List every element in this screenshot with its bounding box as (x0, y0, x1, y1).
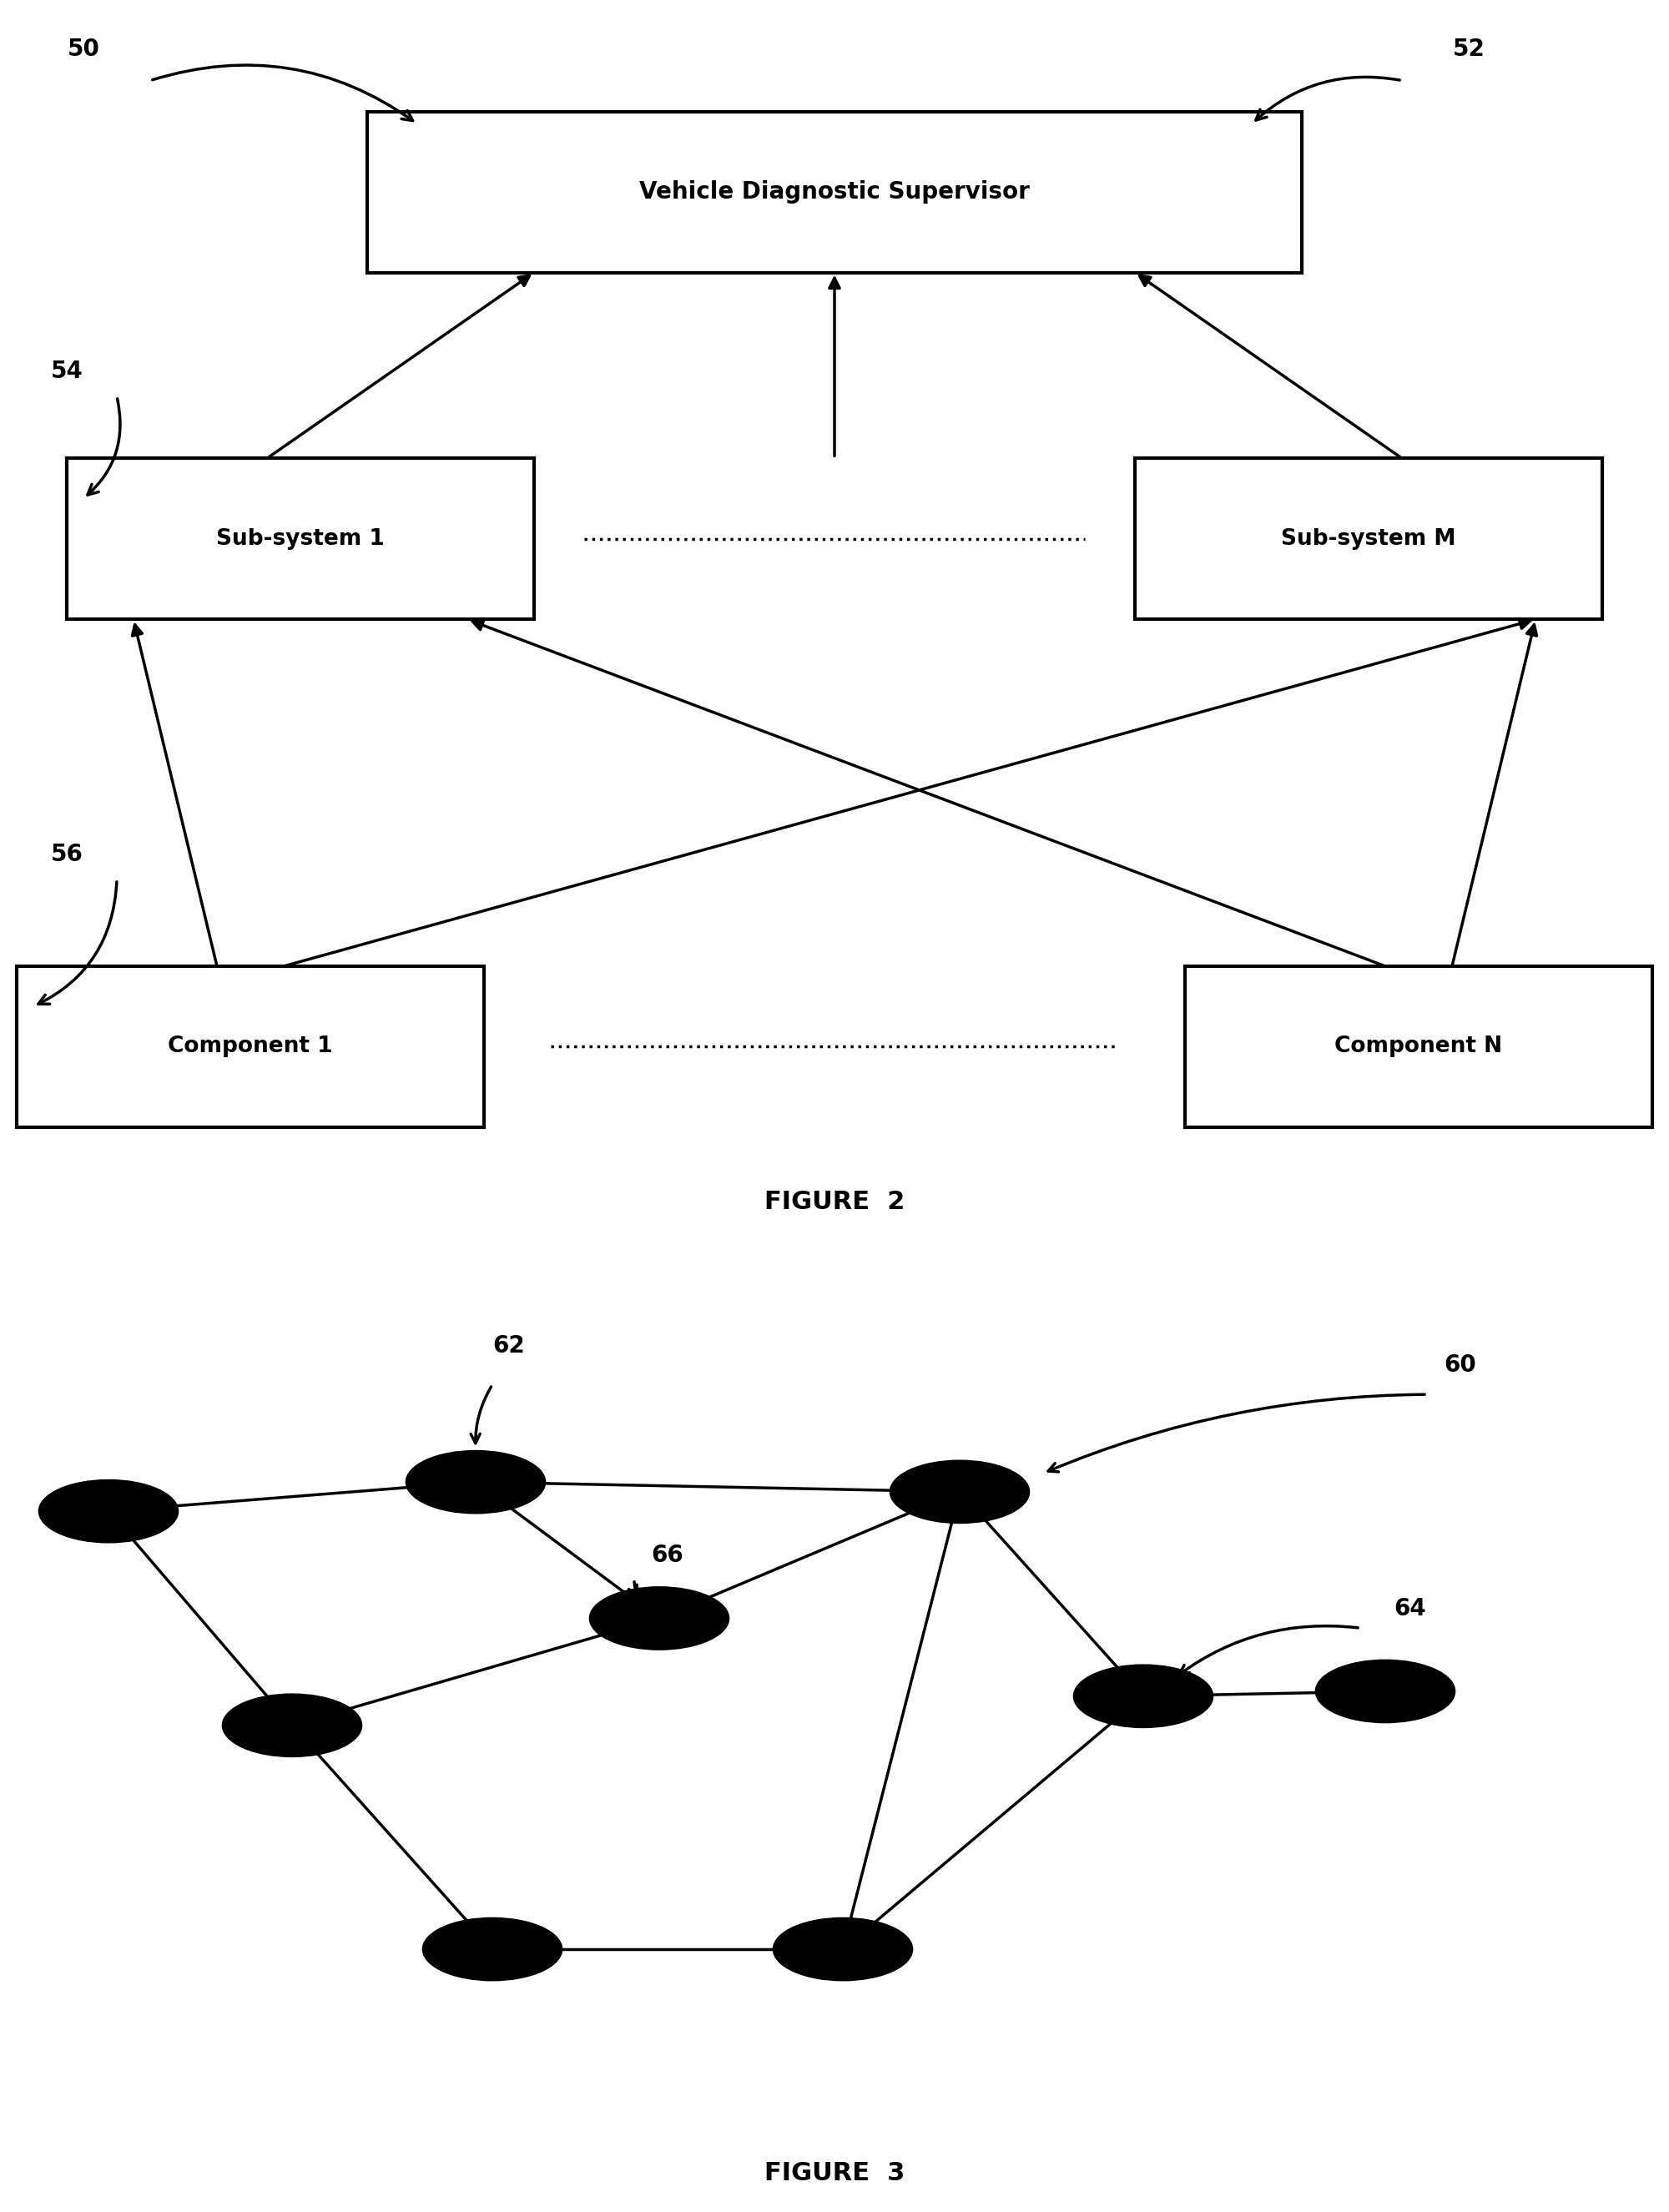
Text: 50: 50 (67, 38, 100, 62)
FancyBboxPatch shape (367, 111, 1302, 272)
Text: 54: 54 (50, 361, 83, 383)
Ellipse shape (589, 1586, 729, 1650)
Text: 56: 56 (50, 843, 83, 867)
Ellipse shape (38, 1480, 179, 1542)
Text: Component N: Component N (1335, 1035, 1502, 1057)
Text: 52: 52 (1452, 38, 1485, 62)
Ellipse shape (773, 1918, 913, 1980)
Text: Vehicle Diagnostic Supervisor: Vehicle Diagnostic Supervisor (639, 181, 1030, 204)
Text: FIGURE  2: FIGURE 2 (764, 1190, 905, 1214)
Text: 62: 62 (492, 1334, 526, 1358)
FancyBboxPatch shape (67, 458, 534, 619)
FancyBboxPatch shape (17, 967, 484, 1128)
FancyBboxPatch shape (1185, 967, 1652, 1128)
Text: Component 1: Component 1 (169, 1035, 332, 1057)
Ellipse shape (1073, 1666, 1213, 1728)
Ellipse shape (422, 1918, 562, 1980)
Ellipse shape (890, 1460, 1030, 1524)
Text: Sub-system 1: Sub-system 1 (217, 529, 384, 551)
Ellipse shape (406, 1451, 546, 1513)
Ellipse shape (1315, 1659, 1455, 1723)
Text: FIGURE  3: FIGURE 3 (764, 2161, 905, 2185)
FancyBboxPatch shape (1135, 458, 1602, 619)
Text: Sub-system M: Sub-system M (1282, 529, 1455, 551)
Text: 66: 66 (651, 1544, 684, 1566)
Text: 60: 60 (1444, 1354, 1477, 1376)
Ellipse shape (222, 1694, 362, 1756)
Text: 64: 64 (1394, 1597, 1427, 1619)
